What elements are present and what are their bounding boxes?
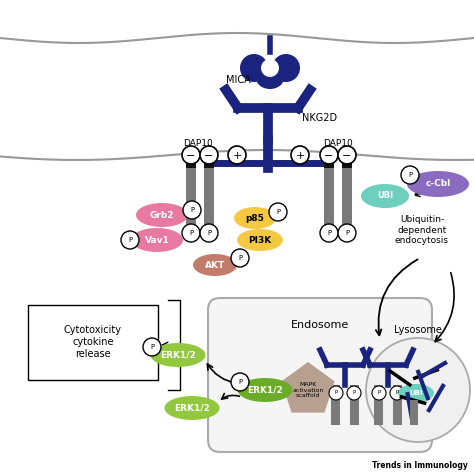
Ellipse shape <box>193 254 237 276</box>
Text: P: P <box>238 255 242 261</box>
Circle shape <box>320 146 338 164</box>
Circle shape <box>182 146 200 164</box>
Circle shape <box>366 338 470 442</box>
Text: +: + <box>295 151 305 161</box>
Text: Ubiquitin-
dependent
endocytosis: Ubiquitin- dependent endocytosis <box>395 215 449 245</box>
Text: Lysosome: Lysosome <box>394 325 442 335</box>
Text: ERK1/2: ERK1/2 <box>160 350 196 359</box>
Circle shape <box>182 224 200 242</box>
Text: UBI: UBI <box>410 390 423 396</box>
Bar <box>410 400 418 425</box>
Polygon shape <box>282 362 335 413</box>
Text: −: − <box>324 151 334 161</box>
Text: P: P <box>334 391 337 395</box>
Bar <box>204 148 214 168</box>
Bar <box>374 385 383 425</box>
Text: P: P <box>327 230 331 236</box>
Bar <box>342 148 352 168</box>
Circle shape <box>269 203 287 221</box>
Bar <box>350 385 359 425</box>
Text: Trends in Immunology: Trends in Immunology <box>372 461 468 470</box>
Bar <box>204 163 214 228</box>
Circle shape <box>372 386 386 400</box>
Bar <box>324 148 334 168</box>
Ellipse shape <box>407 171 469 197</box>
Text: P: P <box>150 344 154 350</box>
Ellipse shape <box>151 343 206 367</box>
Ellipse shape <box>361 184 409 208</box>
Circle shape <box>200 224 218 242</box>
Text: P: P <box>408 172 412 178</box>
Text: ERK1/2: ERK1/2 <box>247 385 283 394</box>
Ellipse shape <box>136 203 188 227</box>
Bar <box>186 148 196 168</box>
Ellipse shape <box>261 59 279 77</box>
Circle shape <box>200 146 218 164</box>
Text: UBI: UBI <box>377 191 393 201</box>
Circle shape <box>231 373 249 391</box>
Text: P: P <box>128 237 132 243</box>
Ellipse shape <box>398 384 434 402</box>
Text: c-Cbl: c-Cbl <box>425 180 451 189</box>
Bar <box>186 163 196 228</box>
Text: P: P <box>352 391 356 395</box>
Ellipse shape <box>256 67 284 89</box>
Text: P: P <box>345 230 349 236</box>
Circle shape <box>291 146 309 164</box>
Ellipse shape <box>237 378 292 402</box>
Text: P: P <box>395 391 399 395</box>
Text: MICA: MICA <box>226 75 250 85</box>
Bar <box>331 385 340 425</box>
Bar <box>28 305 158 380</box>
Circle shape <box>320 224 338 242</box>
Circle shape <box>338 146 356 164</box>
Text: Vav1: Vav1 <box>145 236 169 245</box>
Text: Cytotoxicity
cytokine
release: Cytotoxicity cytokine release <box>64 325 122 359</box>
Text: P: P <box>276 209 280 215</box>
Circle shape <box>231 249 249 267</box>
Text: DAP10: DAP10 <box>183 138 213 147</box>
Text: P: P <box>207 230 211 236</box>
Circle shape <box>121 231 139 249</box>
Circle shape <box>347 386 361 400</box>
Text: −: − <box>204 151 214 161</box>
Bar <box>342 163 352 228</box>
Circle shape <box>338 224 356 242</box>
Circle shape <box>143 338 161 356</box>
Ellipse shape <box>164 396 219 420</box>
Ellipse shape <box>237 229 283 251</box>
Text: Endosome: Endosome <box>291 320 349 330</box>
Bar <box>393 385 402 425</box>
Text: AKT: AKT <box>205 261 225 270</box>
Circle shape <box>329 386 343 400</box>
Text: p85: p85 <box>246 213 264 222</box>
Text: −: − <box>342 151 352 161</box>
Text: +: + <box>232 151 242 161</box>
FancyBboxPatch shape <box>208 298 432 452</box>
Text: P: P <box>190 207 194 213</box>
Text: MAPK
activation
scaffold: MAPK activation scaffold <box>292 382 324 398</box>
Text: P: P <box>377 391 381 395</box>
Circle shape <box>390 386 404 400</box>
Ellipse shape <box>240 54 268 82</box>
Ellipse shape <box>131 228 183 252</box>
Circle shape <box>183 201 201 219</box>
Text: Grb2: Grb2 <box>150 210 174 219</box>
Ellipse shape <box>272 54 300 82</box>
Text: PI3K: PI3K <box>248 236 272 245</box>
Bar <box>324 163 334 228</box>
Text: NKG2D: NKG2D <box>302 113 337 123</box>
Text: DAP10: DAP10 <box>323 138 353 147</box>
Text: P: P <box>238 379 242 385</box>
Circle shape <box>401 166 419 184</box>
Ellipse shape <box>234 207 276 229</box>
Text: ERK1/2: ERK1/2 <box>174 403 210 412</box>
Circle shape <box>228 146 246 164</box>
Text: P: P <box>189 230 193 236</box>
Text: −: − <box>186 151 196 161</box>
